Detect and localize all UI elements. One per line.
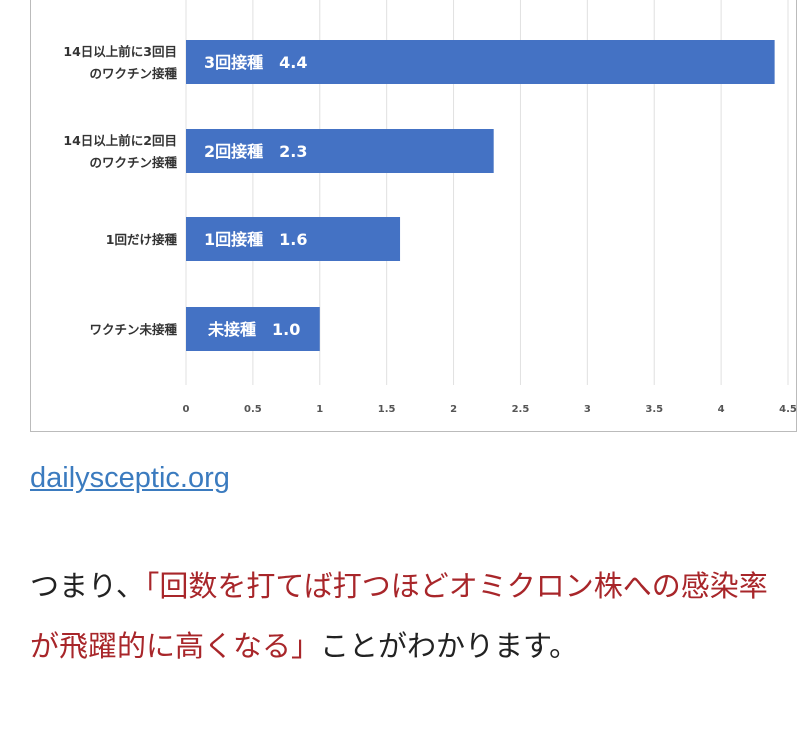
data-label: 未接種 1.0 <box>207 320 300 339</box>
highlighted-text: 「回数を打てば打つほどオミクロン株への感染率が飛躍的に高くなる」 <box>30 569 768 663</box>
category-label: のワクチン接種 <box>89 155 177 170</box>
x-tick-label: 0 <box>183 404 190 415</box>
bar-chart: 0 0.5 1 1.5 2 2.5 3 3.5 4 4.5 3回接種 4.4 14日以上前に3回目のワ… <box>30 0 797 432</box>
category-label: 14日以上前に3回目 <box>63 44 177 59</box>
data-label: 3回接種 4.4 <box>204 53 307 72</box>
category-label: 14日以上前に2回目 <box>63 133 177 148</box>
bar <box>186 40 775 84</box>
data-label: 1回接種 1.6 <box>204 230 307 249</box>
chart-svg: 0 0.5 1 1.5 2 2.5 3 3.5 4 4.5 3回接種 4.4 14日以上前に3回目のワ… <box>63 0 797 415</box>
paragraph-text-end: ことがわかります。 <box>320 629 579 663</box>
x-tick-label: 0.5 <box>244 404 262 415</box>
category-label: のワクチン接種 <box>89 66 177 81</box>
x-tick-label: 2.5 <box>512 404 530 415</box>
x-tick-label: 1 <box>316 404 323 415</box>
category-label: ワクチン未接種 <box>89 322 177 337</box>
x-tick-label: 3.5 <box>645 404 663 415</box>
x-tick-label: 2 <box>450 404 457 415</box>
x-tick-label: 3 <box>584 404 591 415</box>
data-label: 2回接種 2.3 <box>204 142 307 161</box>
source-link[interactable]: dailysceptic.org <box>30 462 230 494</box>
x-tick-label: 1.5 <box>378 404 396 415</box>
body-paragraph: つまり、「回数を打てば打つほどオミクロン株への感染率が飛躍的に高くなる」ことがわ… <box>30 556 790 676</box>
bar <box>186 217 401 261</box>
bar <box>186 129 494 173</box>
bar <box>186 307 320 351</box>
category-label: 1回だけ接種 <box>106 232 178 247</box>
paragraph-text: つまり、 <box>30 569 145 603</box>
x-tick-label: 4 <box>718 404 725 415</box>
x-tick-label: 4.5 <box>779 404 797 415</box>
